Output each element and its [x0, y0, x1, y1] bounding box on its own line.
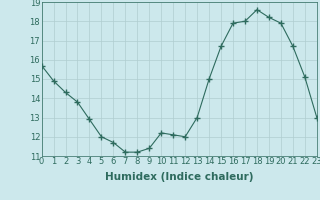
X-axis label: Humidex (Indice chaleur): Humidex (Indice chaleur) — [105, 172, 253, 182]
